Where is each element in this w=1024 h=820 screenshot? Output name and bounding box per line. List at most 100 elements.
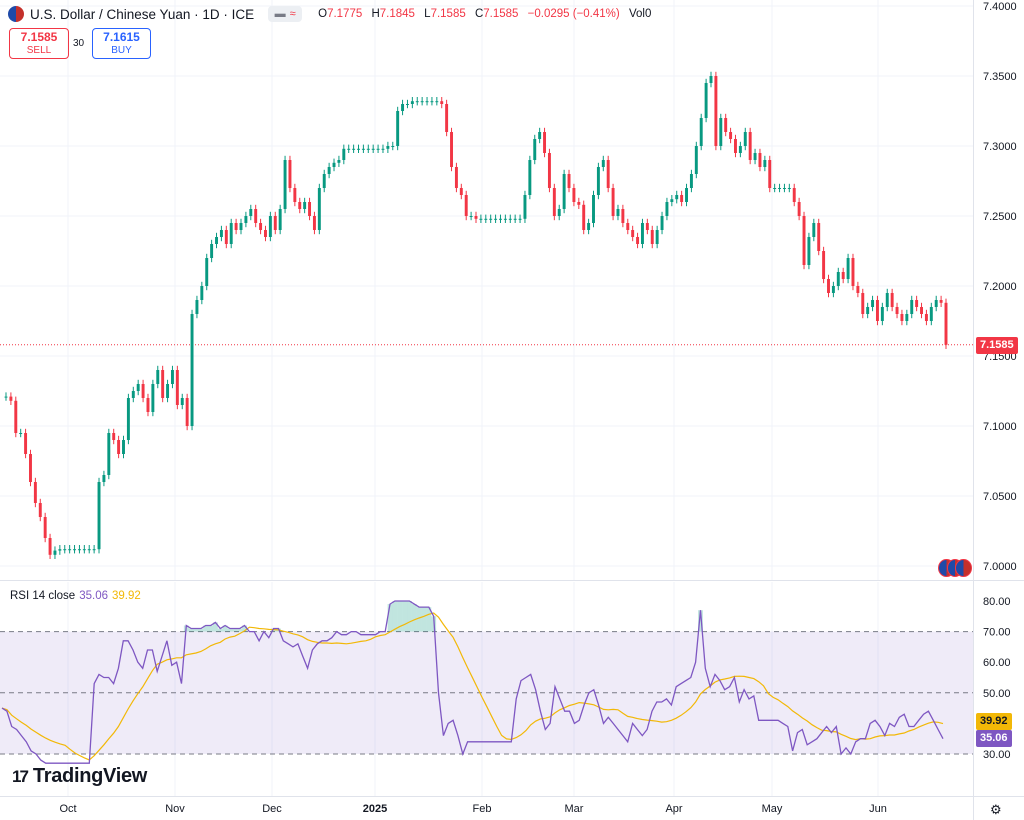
buy-label: BUY (111, 45, 132, 56)
candle-body (592, 195, 595, 223)
candle-body (371, 148, 375, 150)
close-value: 7.1585 (483, 8, 519, 20)
candle-body (601, 160, 605, 167)
candle-body (166, 384, 170, 398)
candle-body (215, 237, 218, 244)
candle-body (685, 188, 688, 202)
rsi-overbought-fill (212, 622, 218, 632)
candle-body (582, 204, 586, 230)
candle-body (763, 160, 767, 167)
candle-body (694, 146, 698, 174)
gear-icon[interactable]: ⚙ (990, 802, 1002, 817)
rsi-legend[interactable]: RSI 14 close 35.06 39.92 (10, 590, 141, 602)
candle-body (900, 314, 904, 321)
candle-body (185, 398, 189, 426)
candle-body (606, 160, 610, 188)
rsi-axis-tick: 50.00 (983, 688, 1011, 700)
candle-body (753, 153, 757, 160)
rsi-overbought-fill (242, 625, 247, 632)
candle-body (464, 195, 468, 216)
rsi-overbought-fill (392, 601, 398, 632)
candle-body (146, 398, 150, 412)
candle-body (342, 148, 346, 160)
candle-body (381, 148, 385, 150)
candle-body (543, 132, 547, 153)
candle-body (875, 300, 879, 321)
candle-body (268, 216, 272, 237)
rsi-overbought-fill (421, 607, 427, 632)
candle-body (670, 199, 674, 202)
rsi-axis-tick: 60.00 (983, 657, 1011, 669)
candle-body (205, 258, 209, 286)
chart-header: U.S. Dollar / Chinese Yuan · 1D · ICE ▬ … (8, 5, 651, 23)
currency-flags-button[interactable] (938, 558, 973, 578)
candle-body (175, 370, 179, 405)
candle-body (704, 83, 708, 118)
candle-body (53, 550, 57, 555)
candle-body (317, 188, 321, 230)
rsi-axis-tick: 80.00 (983, 596, 1011, 608)
candle-body (885, 293, 889, 307)
candle-body (890, 293, 894, 307)
candle-body (944, 302, 948, 345)
price-axis-tick: 7.2500 (983, 211, 1017, 223)
buy-button[interactable]: 7.1615 BUY (92, 28, 151, 59)
candle-body (797, 202, 801, 216)
candle-body (856, 286, 860, 293)
collapse-legend-button[interactable]: ▬ ≈ (268, 6, 303, 22)
candle-body (479, 218, 483, 220)
rsi-overbought-fill (416, 607, 422, 632)
candle-body (636, 237, 640, 244)
candle-body (112, 433, 116, 440)
candle-body (934, 300, 938, 307)
candle-body (871, 300, 875, 307)
candle-body (58, 549, 62, 551)
rsi-overbought-fill (217, 628, 223, 632)
candle-body (714, 76, 718, 146)
candle-body (224, 230, 228, 244)
sell-button[interactable]: 7.1585 SELL (9, 28, 69, 59)
candle-body (234, 223, 238, 230)
candle-body (391, 146, 395, 147)
rsi-overbought-fill (387, 604, 393, 632)
candle-body (239, 223, 243, 230)
open-value: 7.1775 (327, 8, 363, 20)
candle-body (273, 216, 277, 230)
ohlc-values: O7.1775 H7.1845 L7.1585 C7.1585 −0.0295 … (318, 8, 652, 20)
candle-body (792, 188, 796, 202)
price-axis-tick: 7.1500 (983, 351, 1017, 363)
candle-body (180, 398, 184, 405)
candle-body (327, 167, 331, 174)
candle-body (787, 188, 791, 189)
candle-body (587, 223, 591, 230)
candle-body (435, 101, 439, 103)
candle-body (288, 160, 292, 188)
candle-body (631, 230, 635, 237)
rsi-overbought-fill (402, 601, 408, 632)
candle-body (386, 146, 390, 149)
candle-body (141, 384, 145, 398)
candle-body (822, 251, 826, 279)
candle-body (122, 440, 125, 454)
time-axis-tick: Mar (565, 803, 584, 815)
volume-value: 0 (644, 8, 652, 20)
candle-body (557, 209, 561, 216)
candle-body (699, 118, 703, 146)
rsi-overbought-fill (188, 628, 194, 632)
candle-body (729, 132, 733, 139)
candle-body (68, 549, 72, 551)
candle-body (200, 286, 204, 300)
rsi-overbought-fill (411, 604, 417, 632)
low-value: 7.1585 (430, 8, 466, 20)
symbol-flag-icon (8, 6, 24, 22)
candle-body (293, 188, 297, 202)
time-axis-tick: May (762, 803, 783, 815)
candle-body (415, 101, 419, 103)
candle-body (596, 167, 600, 195)
candle-body (503, 218, 507, 220)
symbol-title[interactable]: U.S. Dollar / Chinese Yuan · 1D · ICE (30, 6, 255, 22)
candle-body (63, 549, 67, 551)
price-axis-tick: 7.2000 (983, 281, 1017, 293)
rsi-overbought-fill (698, 610, 703, 632)
